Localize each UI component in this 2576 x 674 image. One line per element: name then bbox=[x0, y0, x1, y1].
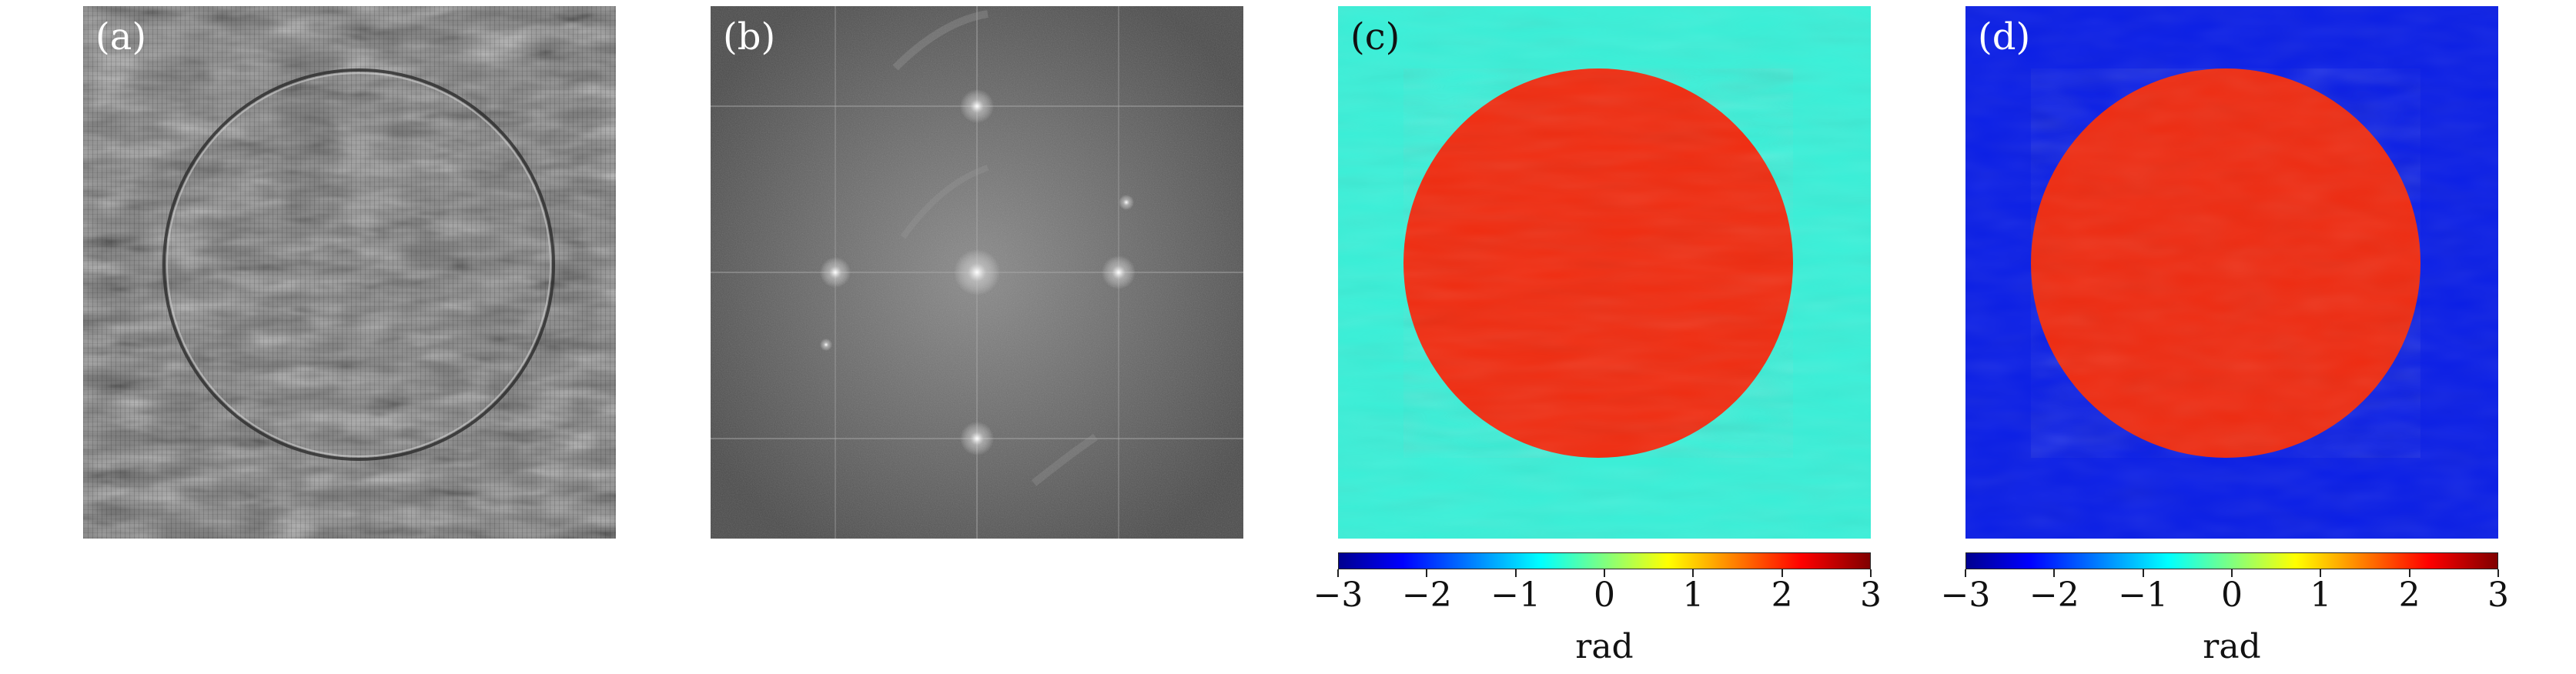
colorbar-d-tick bbox=[2320, 569, 2322, 577]
colorbar-d-tick bbox=[2497, 569, 2499, 577]
colorbar-c-tick bbox=[1337, 569, 1339, 577]
panel-b-label: (b) bbox=[723, 15, 776, 58]
panel-a-label: (a) bbox=[95, 15, 147, 58]
colorbar-c-tick bbox=[1781, 569, 1783, 577]
panel-a-hologram: (a) bbox=[83, 6, 616, 539]
colorbar-d-tick bbox=[1965, 569, 1966, 577]
colorbar-d-tick-label: 2 bbox=[2398, 576, 2420, 615]
colorbar-c-tick-label: 2 bbox=[1771, 576, 1793, 615]
panel-d-label: (d) bbox=[1978, 15, 2031, 58]
colorbar-d-tick bbox=[2408, 569, 2410, 577]
colorbar-c-tick bbox=[1870, 569, 1872, 577]
panel-c-label: (c) bbox=[1350, 15, 1400, 58]
colorbar-d bbox=[1965, 552, 2498, 569]
panel-c-phase-map: (c) bbox=[1338, 6, 1871, 539]
colorbar-c-tick-label: −3 bbox=[1313, 576, 1363, 615]
colorbar-c-tick bbox=[1514, 569, 1517, 577]
hologram-image bbox=[83, 6, 616, 539]
colorbar-c-unit: rad bbox=[1575, 627, 1634, 666]
unwrapped-phase-map bbox=[1965, 6, 2498, 539]
colorbar-d-unit: rad bbox=[2203, 627, 2261, 666]
colorbar-d-tick-label: 1 bbox=[2310, 576, 2332, 615]
wrapped-phase-map bbox=[1338, 6, 1871, 539]
colorbar-c-tick-label: −2 bbox=[1401, 576, 1452, 615]
panel-d-phase-map: (d) bbox=[1965, 6, 2498, 539]
colorbar-d-tick-label: −1 bbox=[2118, 576, 2169, 615]
colorbar-d-tick-label: 0 bbox=[2221, 576, 2243, 615]
colorbar-c-tick-label: −1 bbox=[1490, 576, 1541, 615]
colorbar-c-tick bbox=[1692, 569, 1694, 577]
fourier-spectrum-image bbox=[711, 6, 1243, 539]
colorbar-d-tick bbox=[2142, 569, 2144, 577]
colorbar-c-tick bbox=[1426, 569, 1428, 577]
colorbar-d-tick-label: −3 bbox=[1940, 576, 1991, 615]
colorbar-c-tick-label: 1 bbox=[1682, 576, 1705, 615]
colorbar-c-tick-label: 0 bbox=[1594, 576, 1615, 615]
colorbar-c-tick bbox=[1604, 569, 1605, 577]
colorbar-d-tick-label: 3 bbox=[2487, 576, 2509, 615]
colorbar-d-tick-label: −2 bbox=[2029, 576, 2079, 615]
colorbar-c bbox=[1338, 552, 1871, 569]
colorbar-d-tick bbox=[2231, 569, 2233, 577]
colorbar-d-tick bbox=[2053, 569, 2056, 577]
colorbar-c-tick-label: 3 bbox=[1860, 576, 1882, 615]
panel-b-spectrum: (b) bbox=[711, 6, 1243, 539]
